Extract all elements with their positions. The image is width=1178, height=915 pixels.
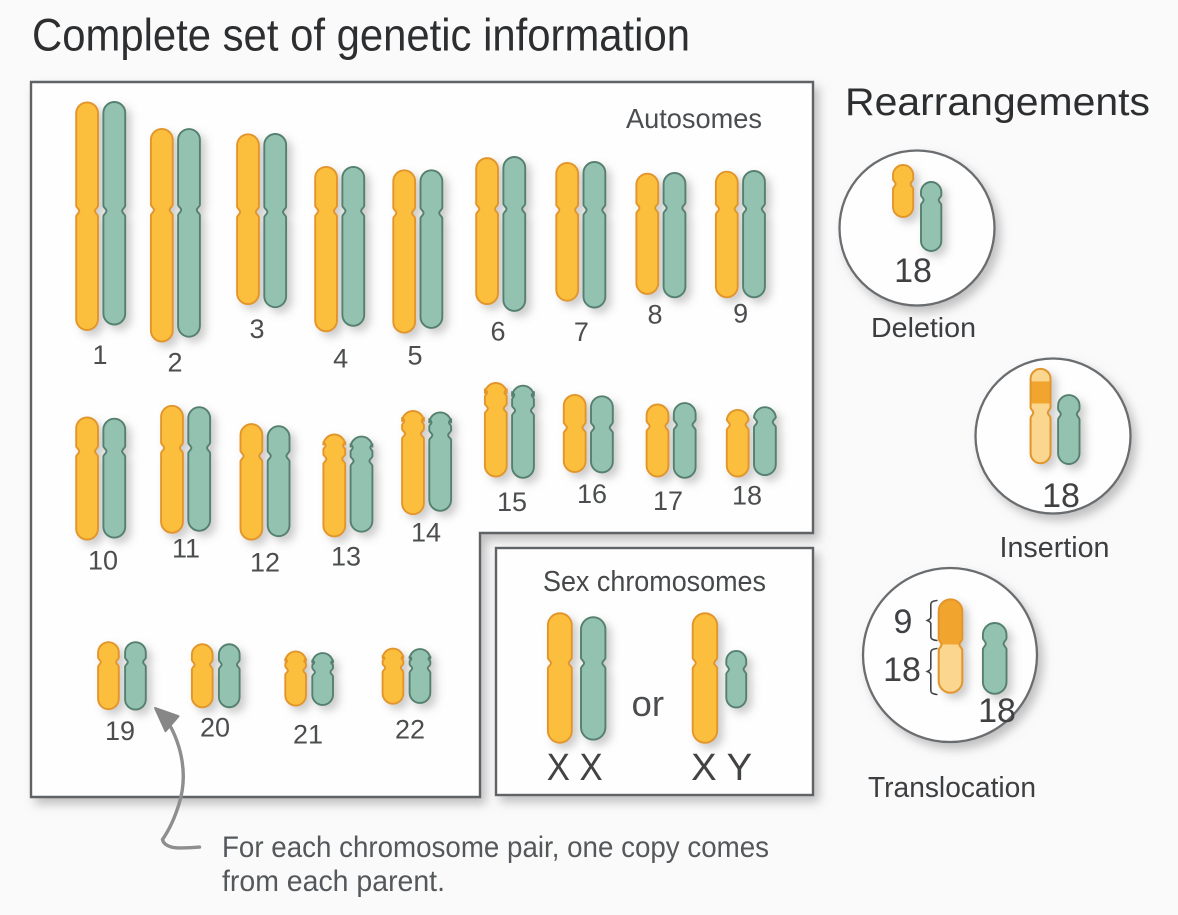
svg-text:8: 8 <box>647 300 662 330</box>
svg-text:2: 2 <box>167 348 182 378</box>
svg-text:11: 11 <box>172 534 200 564</box>
svg-text:Complete set of genetic inform: Complete set of genetic information <box>32 10 690 61</box>
svg-text:6: 6 <box>490 317 505 347</box>
svg-text:10: 10 <box>88 546 118 576</box>
svg-text:14: 14 <box>411 518 441 548</box>
svg-text:4: 4 <box>333 343 348 373</box>
svg-text:15: 15 <box>497 487 527 517</box>
svg-text:Sex chromosomes: Sex chromosomes <box>543 566 766 598</box>
svg-text:X Y: X Y <box>691 747 752 789</box>
svg-text:12: 12 <box>250 548 280 578</box>
svg-text:or: or <box>632 683 665 724</box>
svg-text:18: 18 <box>732 481 762 511</box>
svg-text:5: 5 <box>407 341 422 371</box>
svg-text:17: 17 <box>653 486 683 516</box>
svg-text:20: 20 <box>200 713 230 743</box>
svg-text:For each chromosome pair, one: For each chromosome pair, one copy comes <box>222 831 769 864</box>
svg-text:13: 13 <box>331 542 361 572</box>
svg-text:Deletion: Deletion <box>871 312 976 343</box>
svg-text:18: 18 <box>978 692 1016 730</box>
svg-text:16: 16 <box>577 479 607 509</box>
svg-text:Autosomes: Autosomes <box>626 103 762 134</box>
svg-text:9: 9 <box>733 299 748 329</box>
svg-text:21: 21 <box>293 720 323 750</box>
svg-text:7: 7 <box>574 317 589 347</box>
svg-text:Insertion: Insertion <box>1000 532 1110 564</box>
svg-text:22: 22 <box>395 715 425 745</box>
svg-text:18: 18 <box>1042 477 1080 515</box>
svg-text:9: 9 <box>894 603 913 641</box>
svg-text:X X: X X <box>547 747 603 789</box>
svg-text:Translocation: Translocation <box>868 772 1036 804</box>
svg-text:18: 18 <box>883 651 921 689</box>
svg-text:3: 3 <box>249 314 264 344</box>
svg-text:from each parent.: from each parent. <box>222 865 445 898</box>
svg-text:19: 19 <box>105 716 135 746</box>
svg-text:18: 18 <box>894 252 932 290</box>
svg-text:Rearrangements: Rearrangements <box>845 81 1150 124</box>
svg-text:1: 1 <box>92 340 107 370</box>
